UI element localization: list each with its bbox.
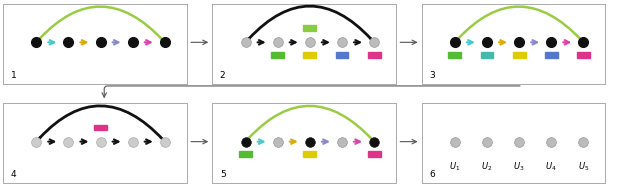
FancyArrowPatch shape bbox=[40, 6, 163, 40]
Bar bbox=[513, 52, 525, 57]
Bar bbox=[577, 52, 590, 57]
Bar bbox=[481, 52, 493, 57]
Text: $U_2$: $U_2$ bbox=[481, 161, 493, 173]
Bar bbox=[239, 151, 252, 157]
Bar bbox=[94, 125, 107, 130]
Bar bbox=[271, 52, 284, 57]
Bar bbox=[368, 151, 381, 157]
Bar bbox=[303, 151, 316, 157]
Text: $U_1$: $U_1$ bbox=[449, 161, 460, 173]
Text: 1: 1 bbox=[10, 71, 16, 80]
Text: $U_4$: $U_4$ bbox=[545, 161, 557, 173]
FancyArrowPatch shape bbox=[40, 106, 163, 140]
Bar bbox=[335, 52, 348, 57]
Text: 6: 6 bbox=[429, 170, 435, 179]
Bar bbox=[303, 52, 316, 57]
Text: 5: 5 bbox=[220, 170, 225, 179]
Bar bbox=[545, 52, 557, 57]
Bar bbox=[368, 52, 381, 57]
FancyArrowPatch shape bbox=[458, 6, 582, 40]
Text: $U_5$: $U_5$ bbox=[578, 161, 589, 173]
Bar bbox=[449, 52, 461, 57]
FancyArrowPatch shape bbox=[249, 6, 371, 39]
Text: 4: 4 bbox=[10, 170, 16, 179]
Text: 2: 2 bbox=[220, 71, 225, 80]
Text: 3: 3 bbox=[429, 71, 435, 80]
FancyArrowPatch shape bbox=[249, 106, 372, 140]
Text: $U_3$: $U_3$ bbox=[513, 161, 525, 173]
Bar bbox=[303, 25, 316, 31]
